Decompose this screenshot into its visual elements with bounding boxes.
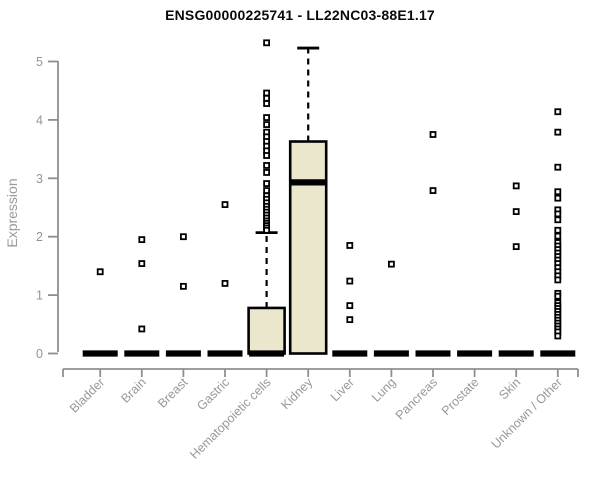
outlier-point-hematopoietic-cells <box>263 226 271 234</box>
outlier-point-unknown-other <box>554 232 562 240</box>
outlier-point-unknown-other <box>554 188 562 196</box>
outlier-point-liver <box>346 316 354 324</box>
outlier-point-hematopoietic-cells <box>263 169 271 176</box>
outlier-point-unknown-other <box>554 292 562 300</box>
outlier-point-lung <box>387 260 395 268</box>
outlier-point-hematopoietic-cells <box>263 162 271 169</box>
outlier-point-hematopoietic-cells <box>263 89 271 97</box>
y-tick-label: 3 <box>36 172 43 186</box>
category-label-prostate: Prostate <box>439 375 482 418</box>
outlier-point-hematopoietic-cells <box>263 152 271 159</box>
category-label-brain: Brain <box>118 375 149 406</box>
category-label-bladder: Bladder <box>67 375 107 415</box>
category-label-breast: Breast <box>155 375 191 411</box>
outlier-point-liver <box>346 242 354 249</box>
chart-title: ENSG00000225741 - LL22NC03-88E1.17 <box>165 7 435 23</box>
category-label-unknown-other: Unknown / Other <box>489 375 565 451</box>
outlier-point-skin <box>512 208 520 215</box>
category-label-hematopoietic-cells: Hematopoietic cells <box>187 375 274 462</box>
category-label-kidney: Kidney <box>278 375 315 412</box>
category-label-gastric: Gastric <box>194 375 232 413</box>
outlier-point-unknown-other <box>554 128 562 136</box>
outlier-point-hematopoietic-cells <box>263 121 271 128</box>
outlier-point-gastric <box>221 280 229 287</box>
outlier-point-skin <box>512 243 520 251</box>
outlier-point-unknown-other <box>554 332 562 340</box>
outlier-point-skin <box>512 182 520 190</box>
outlier-point-hematopoietic-cells <box>263 114 271 121</box>
outlier-point-hematopoietic-cells <box>263 180 271 187</box>
outlier-point-unknown-other <box>554 216 562 224</box>
outlier-point-bladder <box>96 268 104 276</box>
outlier-point-unknown-other <box>554 276 562 284</box>
y-tick-label: 4 <box>36 113 43 127</box>
outlier-point-unknown-other <box>554 108 562 116</box>
outlier-point-gastric <box>221 201 229 208</box>
outlier-point-breast <box>179 233 187 241</box>
category-label-skin: Skin <box>496 375 523 402</box>
outlier-point-brain <box>138 260 146 267</box>
outlier-point-hematopoietic-cells <box>263 100 271 107</box>
outlier-point-brain <box>138 325 146 333</box>
outlier-point-unknown-other <box>554 194 562 202</box>
outlier-point-breast <box>179 282 187 290</box>
outlier-point-liver <box>346 302 354 310</box>
outlier-point-unknown-other <box>554 210 562 218</box>
category-label-liver: Liver <box>328 375 357 404</box>
category-label-pancreas: Pancreas <box>393 375 440 422</box>
y-tick-label: 2 <box>36 230 43 244</box>
outlier-point-hematopoietic-cells <box>263 94 271 102</box>
outlier-point-brain <box>138 236 146 244</box>
y-tick-label: 0 <box>36 347 43 361</box>
outlier-point-liver <box>346 277 354 285</box>
outlier-point-hematopoietic-cells <box>263 39 271 47</box>
category-label-lung: Lung <box>369 375 399 405</box>
outlier-point-unknown-other <box>554 226 562 234</box>
y-tick-label: 1 <box>36 289 43 303</box>
outlier-point-unknown-other <box>554 163 562 171</box>
outlier-point-pancreas <box>429 131 437 138</box>
y-tick-label: 5 <box>36 55 43 69</box>
outlier-point-pancreas <box>429 187 437 194</box>
box-kidney <box>288 140 328 355</box>
outlier-point-hematopoietic-cells <box>263 187 271 194</box>
box-hematopoietic-cells <box>247 306 286 355</box>
